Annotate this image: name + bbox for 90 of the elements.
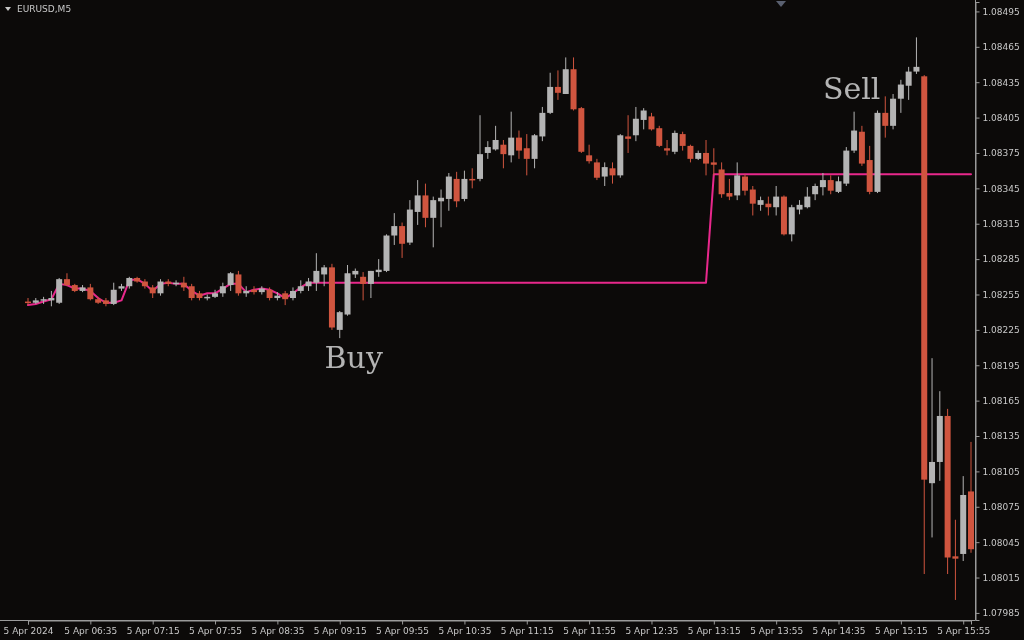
candlestick (445, 172, 452, 212)
x-tick-label: 5 Apr 06:35 (64, 625, 118, 636)
candlestick (710, 147, 717, 176)
candlestick (554, 69, 561, 101)
candlestick (227, 271, 234, 292)
candlestick (422, 183, 429, 228)
candlestick (391, 212, 398, 246)
candlestick (461, 170, 468, 202)
annotation: Sell (822, 71, 881, 107)
candlestick (632, 106, 639, 142)
y-tick-label: 1.08165 (982, 396, 1020, 407)
chart-title: EURUSD,M5 (17, 4, 72, 14)
x-tick-label: 5 Apr 15:15 (874, 625, 928, 636)
candlestick (905, 66, 912, 101)
candlestick (212, 289, 219, 299)
x-tick-label: 5 Apr 14:35 (812, 625, 866, 636)
candlestick (897, 79, 904, 114)
y-tick-label: 1.07985 (982, 608, 1020, 619)
line-series (27, 173, 972, 307)
candlestick (289, 286, 296, 301)
candlestick (671, 130, 678, 155)
candlestick (882, 95, 889, 139)
y-tick-label: 1.08225 (982, 325, 1020, 336)
candlestick (56, 277, 63, 305)
candlestick (913, 36, 920, 75)
candlestick (827, 174, 834, 195)
candlestick (360, 271, 367, 301)
candlestick (430, 196, 437, 248)
candlestick (929, 357, 936, 538)
x-tick-label: 5 Apr 2024 (3, 625, 54, 636)
x-tick-label: 5 Apr 09:55 (376, 625, 430, 636)
annotation: Buy (324, 340, 383, 376)
x-tick-label: 5 Apr 11:55 (563, 625, 617, 636)
y-tick-label: 1.08045 (982, 537, 1020, 548)
candlestick (523, 133, 530, 176)
y-tick-label: 1.08135 (982, 431, 1020, 442)
y-tick-label: 1.08375 (982, 148, 1020, 159)
candlestick (773, 185, 780, 216)
x-tick-label: 5 Apr 09:15 (313, 625, 367, 636)
candlestick (110, 282, 117, 306)
candlestick (812, 183, 819, 201)
candlestick (593, 158, 600, 181)
candlestick (367, 270, 374, 299)
y-tick-label: 1.08075 (982, 502, 1020, 513)
candlestick (656, 125, 663, 148)
candlestick (500, 139, 507, 169)
y-tick-label: 1.08105 (982, 466, 1020, 477)
y-tick-label: 1.08255 (982, 289, 1020, 300)
candlestick (399, 222, 406, 259)
candlestick (819, 172, 826, 196)
x-tick-label: 5 Apr 13:15 (687, 625, 741, 636)
candlestick (640, 107, 647, 130)
x-tick-label: 5 Apr 15:55 (937, 625, 991, 636)
candlestick (601, 161, 608, 187)
y-tick-label: 1.08195 (982, 360, 1020, 371)
x-tick-label: 5 Apr 07:55 (189, 625, 243, 636)
x-tick-label: 5 Apr 07:15 (126, 625, 180, 636)
y-tick-label: 1.08405 (982, 112, 1020, 123)
y-tick-label: 1.08465 (982, 42, 1020, 53)
candlestick (734, 161, 741, 201)
candlestick (625, 114, 632, 154)
candlestick (741, 173, 748, 196)
y-tick-label: 1.08285 (982, 254, 1020, 265)
x-tick-label: 5 Apr 10:35 (438, 625, 492, 636)
candlestick (515, 130, 522, 160)
candlestick (679, 131, 686, 152)
candlestick (63, 272, 70, 287)
candlestick (609, 161, 616, 185)
candlestick (703, 139, 710, 176)
candlestick (749, 185, 756, 216)
x-tick-label: 5 Apr 08:35 (251, 625, 305, 636)
x-tick-label: 5 Apr 11:15 (500, 625, 554, 636)
candlestick (664, 139, 671, 156)
candlestick (586, 144, 593, 165)
candlestick (414, 179, 421, 226)
candlestick (102, 297, 109, 307)
candlestick (851, 111, 858, 154)
y-tick-label: 1.08435 (982, 77, 1020, 88)
y-tick-label: 1.08495 (982, 6, 1020, 17)
y-tick-label: 1.08315 (982, 219, 1020, 230)
y-tick-label: 1.08015 (982, 572, 1020, 583)
candlestick (508, 111, 515, 163)
candlestick (235, 270, 242, 297)
x-tick-label: 5 Apr 12:35 (625, 625, 679, 636)
x-tick-label: 5 Apr 13:55 (750, 625, 804, 636)
candlestick (492, 125, 499, 152)
candlestick (336, 310, 343, 339)
candlestick (321, 264, 328, 287)
y-tick-label: 1.08345 (982, 183, 1020, 194)
candlestick (453, 171, 460, 208)
